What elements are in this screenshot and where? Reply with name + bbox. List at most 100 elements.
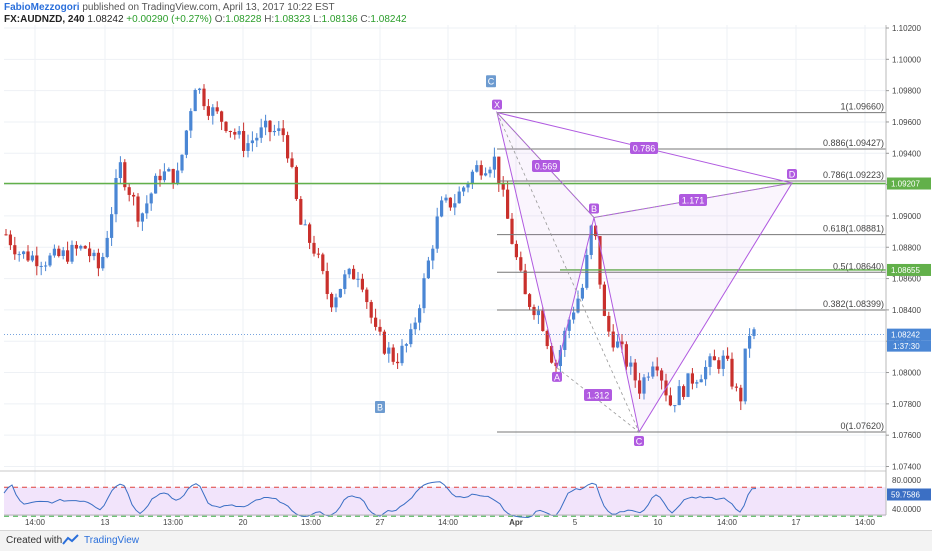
candle-body — [519, 257, 523, 271]
price-axis-label: 1.09600 — [892, 118, 921, 127]
candle-body — [352, 268, 356, 280]
candle-body — [695, 382, 699, 384]
candle-body — [435, 216, 439, 249]
candle-body — [167, 168, 171, 172]
last-price: 1.08242 — [87, 14, 124, 25]
time-axis-label: 5 — [573, 518, 578, 527]
candle-body — [426, 260, 430, 279]
pattern-ratio-label: 0.569 — [535, 162, 558, 172]
symbol-label[interactable]: FX:AUDNZD, 240 — [4, 14, 85, 25]
created-with-text: Created with — [6, 535, 63, 546]
candle-body — [633, 362, 637, 381]
candle-body — [642, 377, 646, 394]
candle-body — [347, 268, 351, 275]
candle-body — [70, 244, 74, 262]
candle-body — [123, 162, 127, 188]
candle-body — [400, 345, 404, 364]
candle-body — [457, 191, 461, 204]
candle-body — [61, 250, 65, 257]
fib-level-label: 0.618(1.08881) — [823, 224, 884, 234]
candle-body — [228, 130, 232, 132]
candle-body — [140, 213, 144, 222]
candle-body — [79, 245, 83, 249]
pattern-point-badge — [634, 436, 644, 447]
candle-body — [369, 302, 373, 318]
time-axis-label: 10 — [654, 518, 663, 527]
candle-body — [479, 165, 483, 176]
rsi-pane — [0, 470, 886, 519]
price-axis-label: 1.08600 — [892, 275, 921, 284]
candle-body — [281, 128, 285, 136]
candle-body — [180, 154, 184, 171]
candle-body — [246, 143, 250, 151]
price-axis-label: 1.07600 — [892, 431, 921, 440]
pattern-ratio-label: 1.312 — [587, 391, 610, 401]
price-tag-label: 1.08655 — [891, 266, 920, 275]
candle-body — [224, 121, 228, 131]
rsi-line — [3, 481, 757, 519]
time-axis-label: 14:00 — [438, 518, 459, 527]
fib-level-label: 0.5(1.08640) — [833, 261, 884, 271]
candle-body — [118, 162, 122, 178]
time-axis-label: 20 — [239, 518, 248, 527]
pattern-point-badge — [552, 371, 562, 382]
publish-date: published on TradingView.com, April 13, … — [82, 2, 335, 13]
pattern-leg-ac — [556, 367, 640, 433]
candle-body — [17, 254, 21, 256]
tradingview-logo-icon — [62, 534, 79, 545]
publish-info: FabioMezzogori published on TradingView.… — [4, 2, 335, 13]
price-axis-label: 1.07800 — [892, 400, 921, 409]
candle-body — [268, 120, 272, 133]
candle-body — [382, 331, 386, 354]
candle-body — [611, 331, 615, 348]
candle-body — [330, 293, 334, 308]
candle-body — [545, 330, 549, 347]
close-value: 1.08242 — [370, 14, 407, 25]
price-axis-label: 1.09400 — [892, 149, 921, 158]
candle-body — [655, 366, 659, 371]
candle-body — [730, 358, 734, 387]
candle-body — [290, 158, 294, 167]
candle-body — [453, 203, 457, 208]
candle-body — [66, 250, 70, 262]
candle-body — [374, 317, 378, 327]
author-link[interactable]: FabioMezzogori — [4, 2, 80, 13]
footer-bar: Created with TradingView — [0, 530, 932, 551]
candle-body — [682, 386, 686, 397]
candle-body — [193, 89, 197, 112]
candle-body — [321, 254, 325, 272]
candle-body — [127, 187, 131, 195]
price-axis-label: 1.10000 — [892, 55, 921, 64]
pattern-leg-xc — [496, 112, 640, 433]
candle-body — [356, 278, 360, 280]
candle-body — [343, 274, 347, 289]
pattern-point-label: A — [554, 372, 560, 382]
pattern-ratio-badge — [630, 142, 658, 154]
candle-body — [492, 156, 496, 170]
candle-body — [748, 335, 752, 349]
price-axis-label: 1.08000 — [892, 369, 921, 378]
candle-body — [206, 106, 210, 116]
pattern-ratio-label: 1.171 — [682, 196, 705, 206]
candle-body — [360, 278, 364, 290]
candle-body — [506, 189, 510, 219]
pattern-ratio-badge — [532, 160, 560, 172]
time-axis-label: 17 — [792, 518, 801, 527]
candle-body — [184, 130, 188, 155]
candle-body — [272, 130, 276, 133]
candle-body — [52, 248, 56, 256]
brand-link[interactable]: TradingView — [84, 535, 140, 546]
candle-body — [572, 312, 576, 320]
time-axis-label: 14:00 — [855, 518, 876, 527]
candle-body — [308, 224, 312, 243]
pattern-point-badge — [787, 169, 797, 180]
candle-body — [158, 175, 162, 181]
fib-level-label: 0(1.07620) — [840, 421, 884, 431]
candle-body — [255, 137, 259, 141]
candle-body — [743, 348, 747, 402]
candle-body — [30, 255, 34, 261]
candle-body — [242, 131, 246, 151]
price-axis-label: 1.09800 — [892, 87, 921, 96]
price-axis-label: 1.07400 — [892, 463, 921, 472]
